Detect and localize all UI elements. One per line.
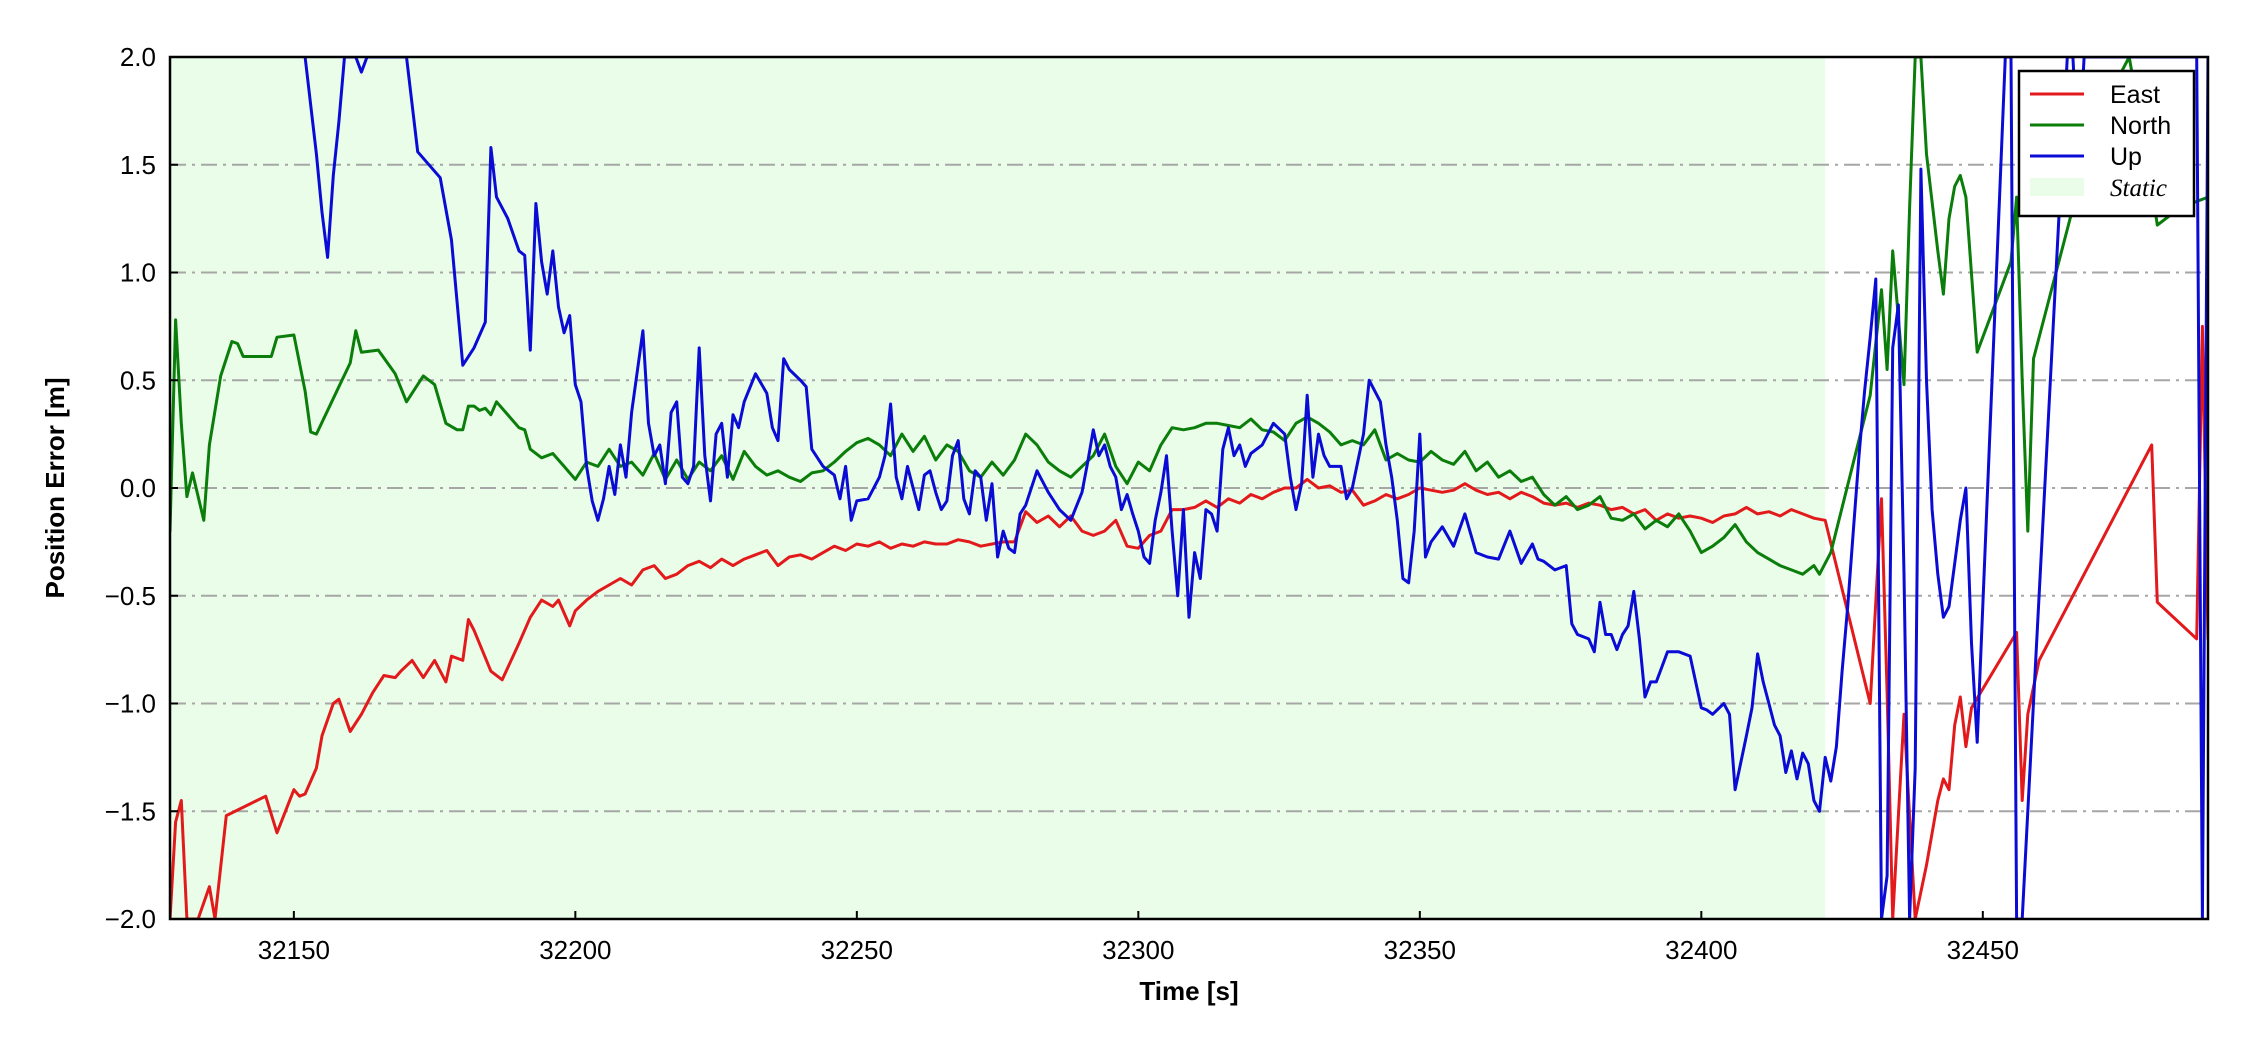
- y-tick-label: −1.0: [105, 689, 156, 719]
- x-tick-label: 32200: [539, 935, 611, 965]
- legend-swatch-static: [2030, 178, 2084, 196]
- y-tick-label: −1.5: [105, 796, 156, 826]
- series-line-east: [170, 324, 2208, 919]
- x-tick-label: 32400: [1665, 935, 1737, 965]
- x-tick-label: 32350: [1384, 935, 1456, 965]
- y-axis-label: Position Error [m]: [40, 377, 70, 598]
- series-line-up: [303, 57, 2208, 919]
- y-tick-label: 0.5: [120, 365, 156, 395]
- y-tick-label: −2.0: [105, 904, 156, 934]
- y-tick-label: 1.5: [120, 150, 156, 180]
- series-line-north: [170, 57, 2208, 576]
- x-tick-label: 32250: [821, 935, 893, 965]
- x-tick-label: 32150: [258, 935, 330, 965]
- x-tick-label: 32450: [1947, 935, 2019, 965]
- legend: East North Up Static: [2017, 69, 2196, 218]
- legend-label-up: Up: [2110, 143, 2142, 171]
- x-tick-label: 32300: [1102, 935, 1174, 965]
- x-axis-label: Time [s]: [1139, 976, 1238, 1006]
- legend-label-static: Static: [2110, 175, 2167, 202]
- y-tick-label: 0.0: [120, 473, 156, 503]
- legend-label-east: East: [2110, 81, 2160, 109]
- legend-label-north: North: [2110, 112, 2171, 140]
- y-tick-label: −0.5: [105, 581, 156, 611]
- y-tick-label: 2.0: [120, 42, 156, 72]
- y-tick-label: 1.0: [120, 258, 156, 288]
